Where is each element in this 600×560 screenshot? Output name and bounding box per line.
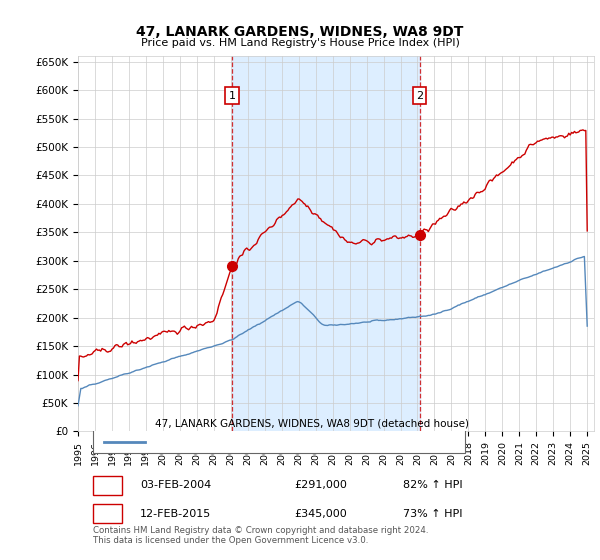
Text: 12-FEB-2015: 12-FEB-2015	[140, 508, 211, 519]
Text: 2: 2	[416, 91, 423, 101]
FancyBboxPatch shape	[94, 476, 122, 495]
Text: 2: 2	[104, 508, 111, 519]
Text: £291,000: £291,000	[295, 480, 347, 491]
Text: 73% ↑ HPI: 73% ↑ HPI	[403, 508, 463, 519]
FancyBboxPatch shape	[94, 413, 465, 452]
Bar	[232, 56, 419, 431]
Text: 1: 1	[229, 91, 236, 101]
Text: 47, LANARK GARDENS, WIDNES, WA8 9DT: 47, LANARK GARDENS, WIDNES, WA8 9DT	[136, 25, 464, 39]
Text: 82% ↑ HPI: 82% ↑ HPI	[403, 480, 463, 491]
Text: Contains HM Land Registry data © Crown copyright and database right 2024.
This d: Contains HM Land Registry data © Crown c…	[94, 526, 429, 545]
FancyBboxPatch shape	[94, 504, 122, 523]
Text: 1: 1	[104, 480, 111, 491]
Text: £345,000: £345,000	[295, 508, 347, 519]
Text: HPI: Average price, detached house, Halton: HPI: Average price, detached house, Halt…	[155, 437, 383, 447]
Text: Price paid vs. HM Land Registry's House Price Index (HPI): Price paid vs. HM Land Registry's House …	[140, 38, 460, 48]
Text: 03-FEB-2004: 03-FEB-2004	[140, 480, 211, 491]
Text: 47, LANARK GARDENS, WIDNES, WA8 9DT (detached house): 47, LANARK GARDENS, WIDNES, WA8 9DT (det…	[155, 418, 469, 428]
